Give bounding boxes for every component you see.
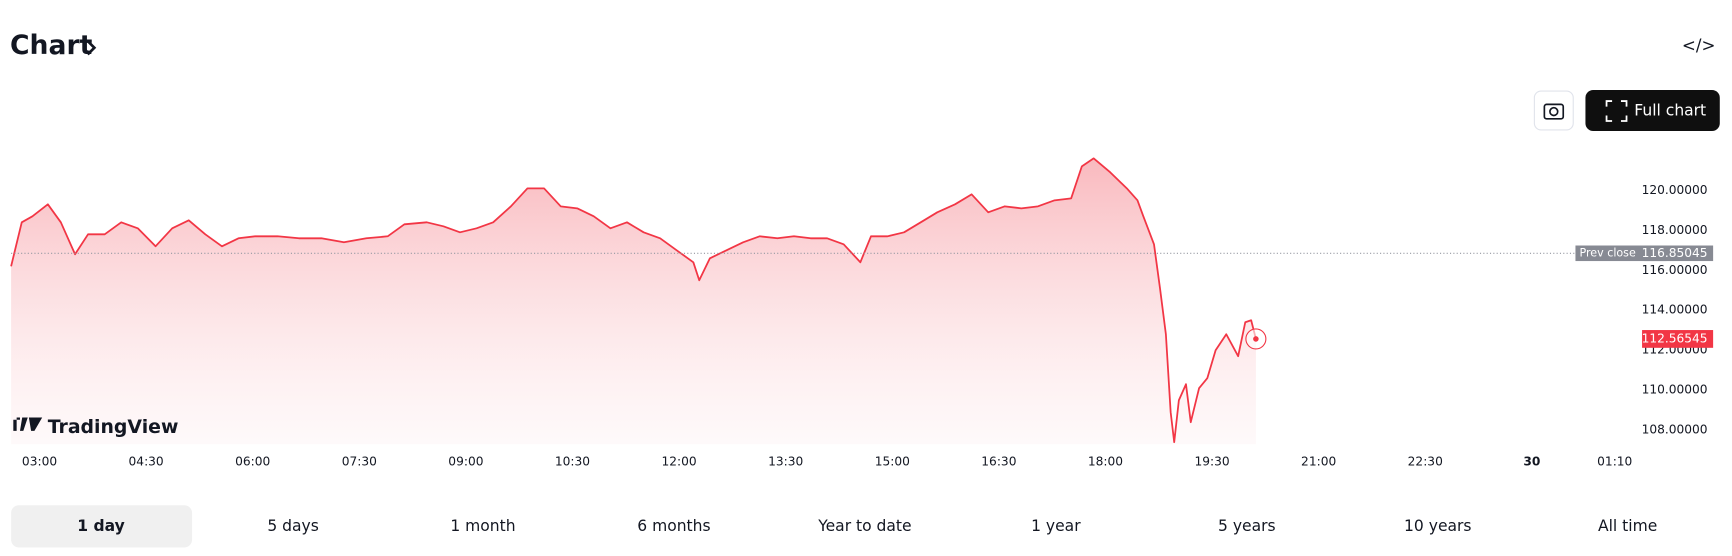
y-tick-label: 116.00000 [1642,263,1708,277]
y-tick-label: 114.00000 [1642,303,1708,317]
x-tick-label: 16:30 [981,454,1016,468]
y-tick-label: 120.00000 [1642,183,1708,197]
range-tab[interactable]: All time [1598,517,1657,535]
x-tick-label: 01:10 [1597,454,1632,468]
area-fill [11,158,1256,445]
full-chart-label[interactable]: Full chart [1634,102,1706,120]
logo-text: TradingView [48,416,179,438]
embed-icon[interactable]: </> [1682,36,1715,55]
x-tick-label: 07:30 [342,454,377,468]
x-tick-label: 30 [1523,454,1540,468]
x-tick-label: 10:30 [555,454,590,468]
x-tick-label: 19:30 [1194,454,1229,468]
prev-close-value: 116.85045 [1642,246,1708,260]
price-line [10,157,1257,444]
x-tick-label: 18:00 [1088,454,1123,468]
x-tick-label: 06:00 [235,454,270,468]
x-tick-label: 21:00 [1301,454,1336,468]
camera-lens [1549,106,1559,117]
x-tick-label: 15:00 [875,454,910,468]
snapshot-button[interactable] [1533,90,1574,131]
range-tab[interactable]: Year to date [817,517,911,535]
full-chart-button[interactable] [1585,89,1720,132]
prev-close-label: Prev close [1579,246,1635,259]
y-tick-label: 118.00000 [1642,223,1708,237]
range-tab[interactable]: 5 years [1218,517,1276,535]
y-tick-label: 110.00000 [1642,383,1708,397]
last-price-label: 112.56545 [1642,331,1708,345]
last-point [1253,336,1259,342]
range-tab[interactable]: 5 days [267,517,318,535]
x-tick-label: 09:00 [448,454,483,468]
range-tab[interactable]: 6 months [637,517,710,535]
prev-close-value-tag [1644,245,1714,262]
last-price-tag [1642,330,1714,348]
logo-mark [11,417,43,431]
x-tick-label: 22:30 [1408,454,1443,468]
y-tick-label: 108.00000 [1642,423,1708,437]
range-tab-active[interactable] [11,505,193,548]
section-title[interactable]: Chart [10,30,93,61]
chevron-icon[interactable] [86,40,97,56]
range-tab[interactable]: 10 years [1404,517,1471,535]
range-tab[interactable]: 1 day [77,517,124,535]
prev-close-tag [1575,245,1667,262]
x-tick-label: 12:00 [662,454,697,468]
range-tabs: 1 day 5 days 1 month 6 months Year to date 1 … [11,505,1657,548]
x-tick-label: 13:30 [768,454,803,468]
camera-icon [1543,103,1565,120]
range-tab[interactable]: 1 year [1031,517,1081,535]
x-tick-label: 04:30 [129,454,164,468]
fullscreen-icon [1605,100,1628,122]
plot-area: 108.00000110.00000112.00000114.00000116.… [10,157,1714,468]
range-tab[interactable]: 1 month [450,517,515,535]
x-tick-label: 03:00 [22,454,57,468]
